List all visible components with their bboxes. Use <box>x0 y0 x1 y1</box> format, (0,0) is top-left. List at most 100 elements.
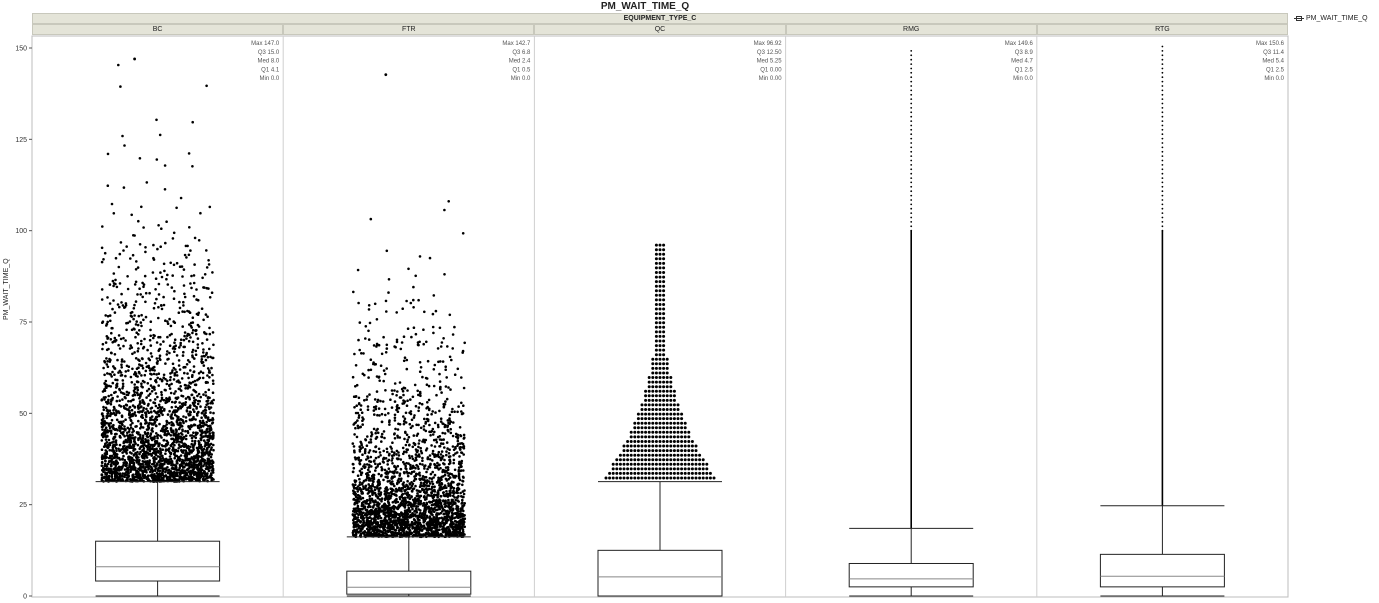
outlier-point <box>377 376 381 379</box>
outlier-point <box>118 305 121 309</box>
outlier-point <box>137 370 141 374</box>
outlier-point <box>452 461 456 465</box>
outlier-point <box>379 516 383 520</box>
outlier-point <box>182 449 186 452</box>
outlier-point <box>406 438 410 442</box>
outlier-point <box>133 383 136 386</box>
outlier-point <box>126 275 129 278</box>
outlier-point <box>436 423 440 427</box>
outlier-point <box>125 473 129 477</box>
outlier-point <box>366 476 369 480</box>
outlier-point <box>422 501 426 505</box>
outlier-point <box>200 430 204 433</box>
outlier-point <box>189 475 193 479</box>
outlier-point <box>458 525 462 529</box>
outlier-point <box>402 386 406 390</box>
outlier-point <box>117 410 120 413</box>
outlier-point <box>453 476 457 479</box>
outlier-point <box>396 500 400 504</box>
outlier-point <box>146 461 149 465</box>
outlier-point <box>367 486 371 490</box>
outlier-point <box>184 403 187 407</box>
outlier-point <box>357 301 360 305</box>
outlier-point <box>168 421 171 425</box>
outlier-point <box>199 405 202 408</box>
outlier-point <box>200 358 204 361</box>
outlier-point <box>125 434 129 437</box>
outlier-point <box>114 256 118 260</box>
outlier-point <box>367 308 371 311</box>
outlier-point <box>168 409 171 413</box>
outlier-point <box>405 299 408 303</box>
outlier-point <box>461 351 465 354</box>
outlier-point <box>133 303 136 307</box>
outlier-point <box>165 353 169 356</box>
outlier-point <box>109 351 113 355</box>
outlier-point <box>204 441 207 444</box>
outlier-point <box>182 415 185 418</box>
outlier-point <box>191 120 194 124</box>
outlier-point <box>190 471 193 475</box>
outlier-point <box>155 357 159 360</box>
outlier-point <box>115 382 119 386</box>
outlier-point <box>201 361 205 364</box>
outlier-point <box>383 468 387 472</box>
outlier-point <box>206 425 210 428</box>
outlier-point <box>193 389 197 393</box>
outlier-point <box>362 511 365 515</box>
outlier-point <box>191 348 195 352</box>
outlier-point <box>455 487 459 491</box>
outlier-point <box>181 310 184 313</box>
outlier-point <box>194 433 198 437</box>
outlier-point <box>104 341 108 344</box>
outlier-point <box>392 505 396 508</box>
outlier-point <box>197 392 201 396</box>
outlier-point <box>194 436 198 440</box>
outlier-point <box>123 360 126 363</box>
outlier-point <box>362 352 365 355</box>
outlier-point <box>443 527 447 530</box>
outlier-point <box>175 421 179 424</box>
outlier-point <box>201 452 204 455</box>
outlier-point <box>177 432 180 436</box>
outlier-point <box>442 337 445 340</box>
outlier-point <box>132 389 136 393</box>
outlier-point <box>393 413 397 417</box>
outlier-point <box>102 466 105 470</box>
outlier-point <box>462 404 465 408</box>
outlier-point <box>103 389 106 392</box>
outlier-point <box>181 461 185 464</box>
outlier-point <box>430 500 434 504</box>
box-plot-legend-icon <box>1294 15 1304 22</box>
outlier-point <box>164 319 167 323</box>
outlier-point <box>418 370 422 374</box>
outlier-point <box>197 410 200 414</box>
outlier-point <box>162 398 166 402</box>
outlier-point <box>177 359 181 362</box>
outlier-point <box>112 299 115 302</box>
outlier-point <box>376 400 379 404</box>
outlier-point <box>176 396 180 399</box>
outlier-point <box>362 524 365 527</box>
outlier-point <box>211 467 215 471</box>
outlier-point <box>120 360 124 363</box>
outlier-point <box>447 474 450 477</box>
outlier-point <box>194 329 197 333</box>
outlier-point <box>396 407 399 410</box>
outlier-point <box>196 343 200 346</box>
outlier-point <box>190 274 193 278</box>
outlier-point <box>409 398 412 401</box>
outlier-point <box>418 390 422 394</box>
outlier-point <box>188 381 191 385</box>
outlier-point <box>429 434 432 437</box>
outlier-point <box>206 459 210 463</box>
outlier-point <box>112 437 116 440</box>
outlier-point <box>175 354 179 357</box>
outlier-point <box>118 473 121 477</box>
outlier-point <box>195 288 198 291</box>
outlier-point <box>152 372 156 376</box>
outlier-point <box>352 489 355 493</box>
outlier-point <box>374 469 377 472</box>
legend[interactable]: PM_WAIT_TIME_Q <box>1294 15 1368 22</box>
outlier-point <box>178 368 182 371</box>
